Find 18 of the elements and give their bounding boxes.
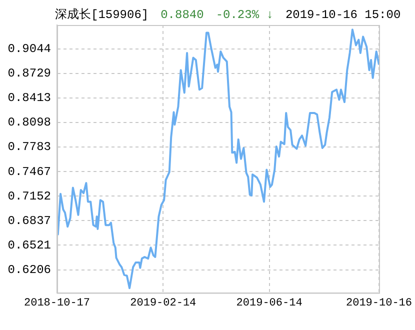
x-tick-label: 2019-10-16 — [346, 297, 412, 310]
y-tick-label: 0.8729 — [8, 66, 51, 81]
y-tick-label: 0.9044 — [8, 42, 51, 56]
text: 0.8840 — [160, 8, 204, 22]
x-tick-label: 2019-06-14 — [236, 297, 303, 310]
y-tick-label: 0.7783 — [8, 140, 51, 154]
y-tick-label: 0.8413 — [8, 91, 51, 106]
y-tick-label: 0.8098 — [8, 116, 51, 130]
y-tick-label: 0.6837 — [8, 214, 51, 228]
x-tick-label: 2018-10-17 — [24, 297, 90, 310]
text: 2019-10-16 15:00 — [285, 8, 401, 22]
text: -0.23% ↓ — [216, 8, 274, 22]
y-tick-label: 0.6521 — [8, 238, 51, 252]
y-tick-label: 0.7152 — [8, 189, 51, 204]
y-tick-label: 0.7467 — [8, 164, 51, 179]
y-tick-label: 0.6206 — [8, 262, 51, 277]
x-tick-label: 2019-02-14 — [130, 297, 197, 310]
chart-title: 深成长[159906] — [55, 8, 149, 22]
